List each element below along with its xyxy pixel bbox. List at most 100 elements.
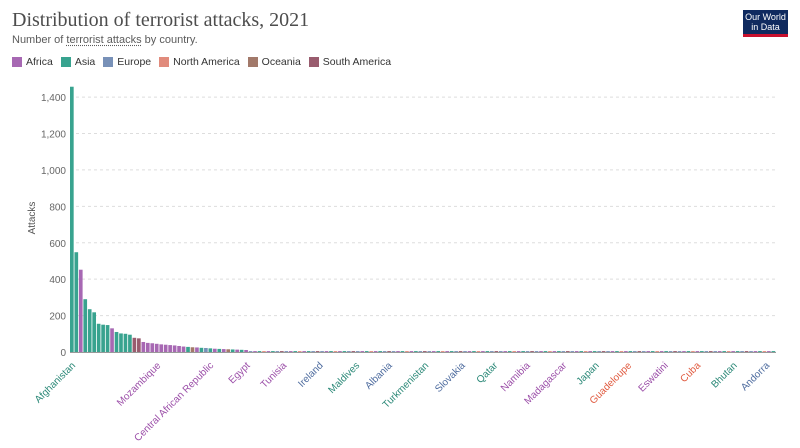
- bar[interactable]: [324, 351, 329, 352]
- bar[interactable]: [364, 351, 369, 352]
- bar[interactable]: [315, 351, 320, 352]
- bar[interactable]: [449, 351, 454, 352]
- terrorist-attacks-link[interactable]: terrorist attacks: [66, 34, 142, 46]
- bar[interactable]: [212, 348, 217, 352]
- bar[interactable]: [355, 351, 360, 352]
- bar[interactable]: [396, 351, 400, 352]
- bar[interactable]: [123, 333, 128, 352]
- bar[interactable]: [154, 343, 159, 352]
- bar[interactable]: [150, 343, 155, 352]
- bar[interactable]: [592, 351, 597, 352]
- bar[interactable]: [574, 351, 579, 352]
- bar[interactable]: [391, 351, 396, 352]
- bar[interactable]: [512, 351, 517, 352]
- bar[interactable]: [682, 351, 686, 352]
- bar[interactable]: [498, 351, 503, 352]
- bar[interactable]: [735, 351, 740, 352]
- bar[interactable]: [266, 351, 271, 352]
- bar[interactable]: [87, 309, 92, 352]
- bar[interactable]: [552, 351, 557, 352]
- bar[interactable]: [414, 351, 418, 352]
- legend-item-europe[interactable]: Europe: [103, 56, 151, 68]
- bar[interactable]: [637, 351, 642, 352]
- bar[interactable]: [244, 349, 248, 352]
- bar[interactable]: [615, 351, 619, 352]
- bar[interactable]: [726, 351, 731, 352]
- bar[interactable]: [320, 351, 324, 352]
- bar[interactable]: [463, 351, 467, 352]
- bar[interactable]: [230, 349, 235, 352]
- legend-item-south-america[interactable]: South America: [308, 56, 391, 68]
- bar[interactable]: [293, 351, 298, 352]
- bar[interactable]: [172, 345, 177, 352]
- bar[interactable]: [494, 351, 499, 352]
- bar[interactable]: [561, 351, 566, 352]
- bar[interactable]: [543, 351, 548, 352]
- bar[interactable]: [387, 351, 391, 352]
- bar[interactable]: [83, 299, 88, 352]
- bar[interactable]: [695, 351, 700, 352]
- bar[interactable]: [418, 351, 423, 352]
- bar[interactable]: [677, 351, 682, 352]
- bar[interactable]: [588, 351, 592, 352]
- bar[interactable]: [691, 351, 695, 352]
- bar[interactable]: [601, 351, 606, 352]
- bar[interactable]: [190, 347, 195, 352]
- bar[interactable]: [485, 351, 490, 352]
- bar[interactable]: [762, 351, 767, 352]
- bar[interactable]: [579, 351, 584, 352]
- bar[interactable]: [378, 351, 382, 352]
- bar[interactable]: [708, 351, 713, 352]
- bar[interactable]: [105, 325, 110, 352]
- bar[interactable]: [633, 351, 637, 352]
- bar[interactable]: [673, 351, 677, 352]
- bar[interactable]: [204, 347, 208, 352]
- bar[interactable]: [744, 351, 749, 352]
- bar[interactable]: [713, 351, 718, 352]
- bar[interactable]: [454, 351, 458, 352]
- bar[interactable]: [771, 351, 776, 352]
- bar[interactable]: [530, 351, 534, 352]
- bar[interactable]: [503, 351, 508, 352]
- bar[interactable]: [382, 351, 387, 352]
- bar[interactable]: [239, 349, 244, 352]
- bar[interactable]: [767, 351, 771, 352]
- bar[interactable]: [110, 328, 114, 352]
- bar[interactable]: [427, 351, 432, 352]
- bar[interactable]: [507, 351, 512, 352]
- bar[interactable]: [628, 351, 633, 352]
- bar[interactable]: [253, 351, 257, 352]
- bar[interactable]: [758, 351, 762, 352]
- bar[interactable]: [333, 351, 338, 352]
- bar[interactable]: [490, 351, 494, 352]
- bar[interactable]: [284, 351, 289, 352]
- bar[interactable]: [583, 351, 588, 352]
- bar[interactable]: [704, 351, 709, 352]
- bar[interactable]: [668, 351, 673, 352]
- bar[interactable]: [360, 351, 365, 352]
- bar[interactable]: [159, 344, 164, 352]
- bar[interactable]: [132, 337, 137, 352]
- bar[interactable]: [570, 351, 575, 352]
- bar[interactable]: [650, 351, 655, 352]
- bar[interactable]: [226, 349, 231, 352]
- bar[interactable]: [641, 351, 646, 352]
- bar[interactable]: [445, 351, 450, 352]
- bar[interactable]: [664, 351, 668, 352]
- bar[interactable]: [516, 351, 521, 352]
- bar[interactable]: [275, 351, 280, 352]
- bar[interactable]: [221, 349, 226, 352]
- bar[interactable]: [525, 351, 530, 352]
- bar[interactable]: [96, 323, 101, 352]
- bar[interactable]: [217, 348, 222, 352]
- bar[interactable]: [373, 351, 378, 352]
- bar[interactable]: [70, 86, 74, 352]
- bar[interactable]: [78, 269, 83, 352]
- bar[interactable]: [288, 351, 293, 352]
- bar[interactable]: [717, 351, 722, 352]
- bar[interactable]: [539, 351, 543, 352]
- bar[interactable]: [168, 345, 172, 352]
- bar[interactable]: [271, 351, 275, 352]
- bar[interactable]: [740, 351, 744, 352]
- bar[interactable]: [423, 351, 427, 352]
